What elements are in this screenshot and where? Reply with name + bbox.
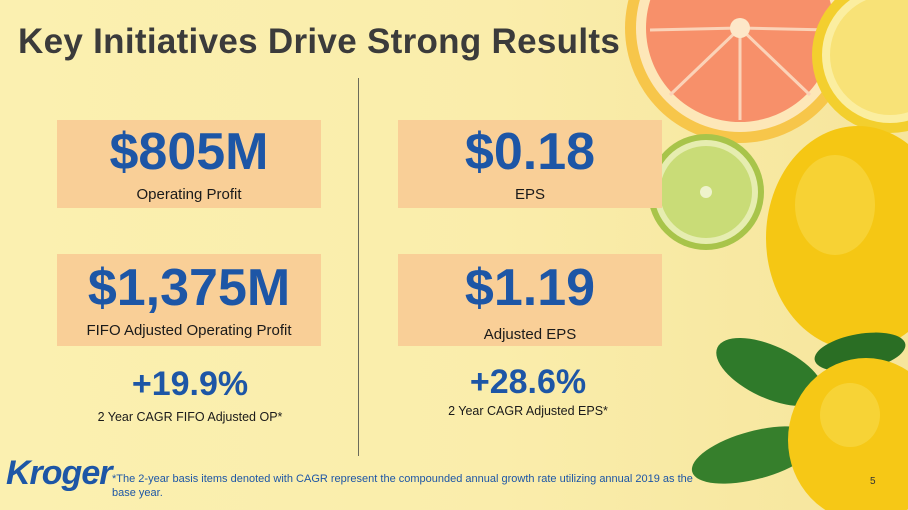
operating-profit-value: $805M [109, 123, 269, 181]
kroger-logo: Kroger [6, 454, 112, 492]
fifo-op-cagr-value: +19.9% [131, 365, 249, 403]
operating-profit-card: $805M Operating Profit [57, 120, 321, 208]
operating-profit-label: Operating Profit [136, 186, 242, 203]
adjusted-eps-card: $1.19 Adjusted EPS [398, 254, 662, 346]
cagr-footnote: *The 2-year basis items denoted with CAG… [112, 473, 693, 499]
fifo-operating-profit-label: FIFO Adjusted Operating Profit [86, 322, 292, 339]
fifo-operating-profit-value: $1,375M [87, 259, 291, 317]
eps-card: $0.18 EPS [398, 120, 662, 208]
slide-title: Key Initiatives Drive Strong Results [18, 22, 621, 61]
adjusted-eps-label: Adjusted EPS [483, 326, 577, 343]
eps-value: $0.18 [464, 123, 596, 181]
page-number: 5 [870, 476, 876, 487]
citrus-fruit-image [625, 0, 908, 510]
fifo-operating-profit-card: $1,375M FIFO Adjusted Operating Profit [57, 254, 321, 346]
fifo-op-cagr-label: 2 Year CAGR FIFO Adjusted OP* [97, 410, 283, 424]
eps-cagr-value: +28.6% [469, 363, 587, 401]
eps-label: EPS [514, 186, 545, 203]
column-divider [358, 78, 359, 456]
eps-cagr-label: 2 Year CAGR Adjusted EPS* [448, 404, 608, 418]
adjusted-eps-value: $1.19 [464, 259, 596, 317]
